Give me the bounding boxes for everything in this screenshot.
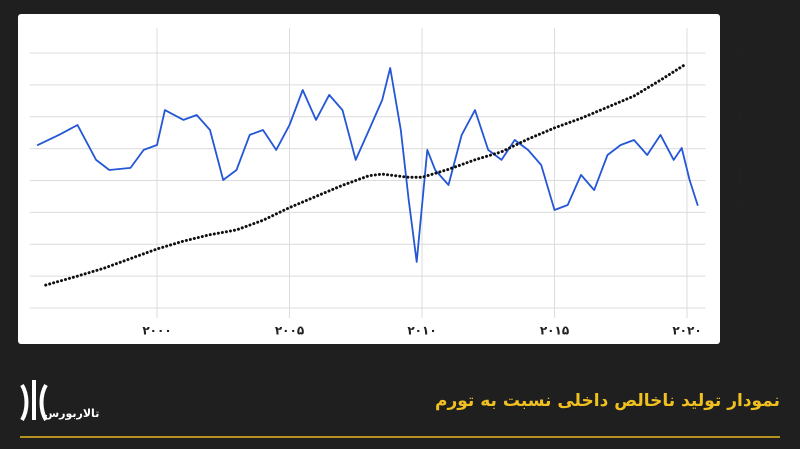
y-tick-label: ۱۶۰۰۰	[732, 144, 759, 155]
y-tick-label: ۱۰۰۰۰	[732, 239, 759, 250]
y-tick-label: ۲۲۰۰۰	[732, 48, 759, 59]
logo: تالاربورس	[20, 380, 99, 422]
y-tick-label: ۱۸۰۰۰	[732, 112, 759, 123]
footer-title: نمودار تولید ناخالص داخلی نسبت به تورم	[435, 391, 780, 411]
y-tick-label: ۶۰۰۰	[734, 303, 755, 314]
x-tick-label: ۲۰۱۵	[540, 324, 569, 338]
y-tick-label: ۱۲۰۰۰	[732, 207, 759, 218]
x-tick-label: ۲۰۲۰	[672, 324, 701, 338]
x-tick-label: ۲۰۰۵	[275, 324, 304, 338]
logo-text: تالاربورس	[44, 407, 99, 420]
y-tick-label: ۲۰۰۰۰	[732, 80, 759, 91]
y-axis-label: میلیارد دلار	[733, 162, 744, 208]
y-tick-label: ۸۰۰۰	[734, 271, 755, 282]
logo-mark	[20, 380, 48, 422]
y-tick-label: ۱۴۰۰۰	[732, 176, 759, 187]
x-tick-label: ۲۰۱۰	[407, 324, 436, 338]
chart-panel	[18, 14, 720, 344]
dotted-line	[44, 63, 686, 287]
data-line	[36, 67, 699, 263]
x-tick-label: ۲۰۰۰	[142, 324, 171, 338]
